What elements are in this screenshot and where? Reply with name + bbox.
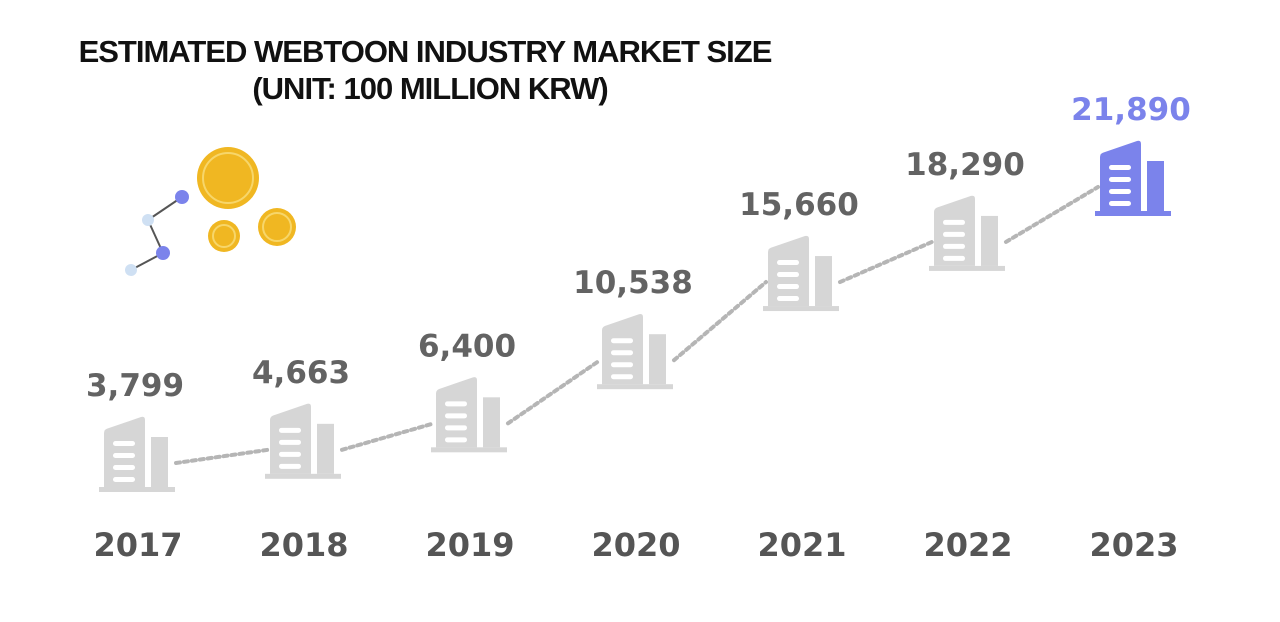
year-label: 2018 xyxy=(259,526,348,564)
chart-title: ESTIMATED WEBTOON INDUSTRY MARKET SIZE xyxy=(79,34,772,69)
year-labels: 2017 2018 2019 2020 2021 2022 2023 xyxy=(93,526,1178,564)
office-building-icon xyxy=(929,195,1005,271)
year-label: 2023 xyxy=(1089,526,1178,564)
chart-subtitle: (UNIT: 100 MILLION KRW) xyxy=(252,71,607,106)
coins-growth-icon xyxy=(125,147,296,276)
trend-segment xyxy=(506,358,602,426)
year-label: 2021 xyxy=(757,526,846,564)
value-label: 21,890 xyxy=(1071,92,1191,128)
value-label: 10,538 xyxy=(573,265,693,301)
value-label: 4,663 xyxy=(252,355,350,391)
office-building-icon xyxy=(99,416,175,492)
office-building-icon xyxy=(763,235,839,312)
value-label: 6,400 xyxy=(418,328,516,364)
value-label: 15,660 xyxy=(739,187,859,223)
year-label: 2019 xyxy=(425,526,514,564)
trend-connectors xyxy=(174,185,1100,465)
year-label: 2020 xyxy=(591,526,680,564)
office-building-icon xyxy=(597,313,673,390)
office-building-icon xyxy=(265,403,341,479)
trend-segment xyxy=(340,421,436,452)
trend-segment xyxy=(672,280,768,363)
trend-segment xyxy=(174,447,270,465)
year-label: 2022 xyxy=(923,526,1012,564)
office-building-icon xyxy=(431,377,507,453)
trend-segment xyxy=(1004,185,1100,244)
office-building-icon xyxy=(1095,140,1171,216)
value-labels: 3,799 4,663 6,400 10,538 15,660 18,290 21,890 xyxy=(86,92,1191,404)
value-label: 3,799 xyxy=(86,368,184,404)
trend-segment xyxy=(838,239,934,285)
value-label: 18,290 xyxy=(905,147,1025,183)
building-markers xyxy=(99,140,1171,492)
year-label: 2017 xyxy=(93,526,182,564)
